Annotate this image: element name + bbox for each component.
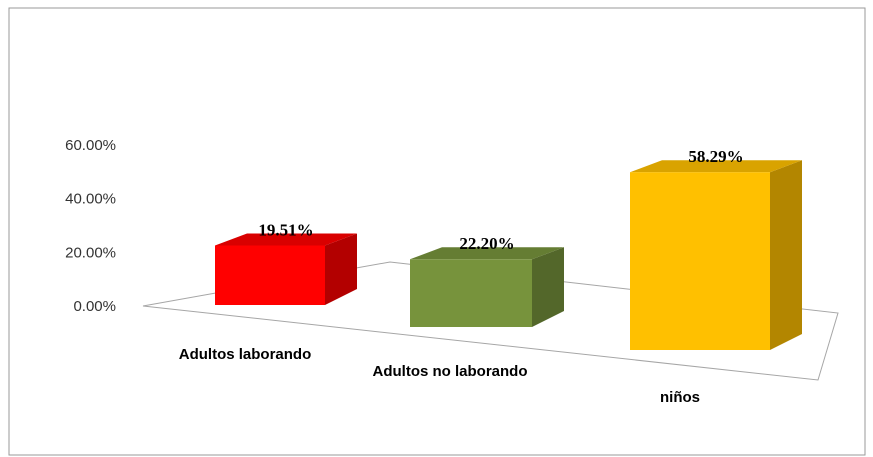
value-label: 58.29% — [688, 147, 743, 166]
y-tick-label: 20.00% — [65, 244, 116, 261]
bar — [410, 259, 532, 327]
x-tick-label: Adultos laborando — [178, 346, 312, 363]
bar-side — [325, 233, 357, 305]
y-tick-label: 0.00% — [73, 298, 116, 315]
y-tick-label: 60.00% — [65, 137, 116, 154]
bar-side — [532, 247, 564, 327]
x-tick-label: niños — [660, 389, 700, 406]
bar — [215, 245, 325, 305]
bar — [630, 172, 770, 350]
bar-top — [630, 160, 802, 173]
bar-top — [215, 233, 357, 246]
value-label: 22.20% — [459, 234, 514, 253]
bar-top — [410, 247, 564, 260]
bar-side — [770, 160, 802, 350]
value-label: 19.51% — [258, 220, 313, 239]
y-tick-label: 40.00% — [65, 191, 116, 208]
x-tick-label: Adultos no laborando — [372, 363, 528, 380]
